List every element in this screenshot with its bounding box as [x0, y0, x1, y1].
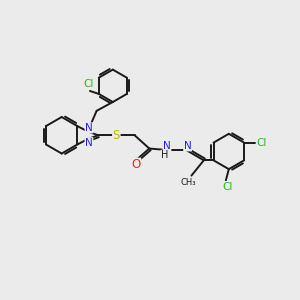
- Text: H: H: [161, 150, 168, 160]
- Text: Cl: Cl: [222, 182, 233, 192]
- Text: O: O: [131, 158, 141, 171]
- Text: CH₃: CH₃: [181, 178, 196, 187]
- Text: Cl: Cl: [256, 138, 267, 148]
- Text: S: S: [113, 129, 120, 142]
- Text: Cl: Cl: [83, 80, 94, 89]
- Text: N: N: [184, 141, 191, 151]
- Text: N: N: [163, 141, 171, 151]
- Text: N: N: [85, 138, 93, 148]
- Text: N: N: [85, 123, 93, 133]
